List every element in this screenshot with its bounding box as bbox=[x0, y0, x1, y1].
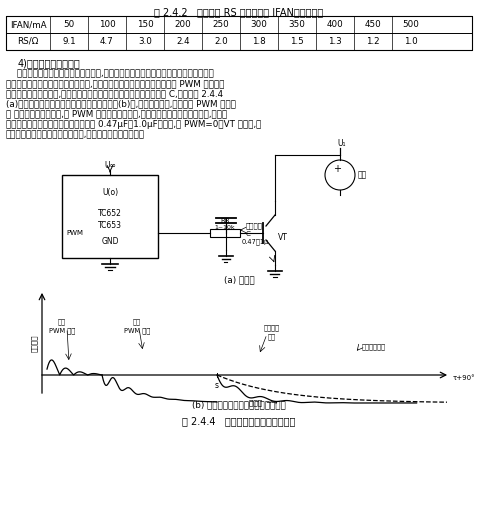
Text: 延迟电容: 延迟电容 bbox=[264, 324, 280, 331]
Text: 400: 400 bbox=[326, 20, 343, 29]
Text: 0.47～1μ: 0.47～1μ bbox=[242, 238, 269, 245]
Text: 4.7: 4.7 bbox=[100, 37, 114, 46]
Text: TC652: TC652 bbox=[98, 209, 122, 217]
Bar bbox=[62, 175, 158, 258]
Circle shape bbox=[325, 160, 355, 190]
Text: +: + bbox=[333, 164, 341, 174]
Text: 加延迟电容后: 加延迟电容后 bbox=[362, 344, 386, 350]
Text: 1.0: 1.0 bbox=[404, 37, 418, 46]
Text: 扇 时所形成的尖峰电压,对 PWM 信号起到平滑作用,使风扇的转动力矩平滑地变化,进而降: 扇 时所形成的尖峰电压,对 PWM 信号起到平滑作用,使风扇的转动力矩平滑地变化… bbox=[6, 110, 227, 119]
Text: U∞: U∞ bbox=[104, 161, 116, 169]
Text: 500: 500 bbox=[402, 20, 419, 29]
Text: U(o): U(o) bbox=[102, 188, 118, 197]
Text: IFAN/mA: IFAN/mA bbox=[10, 20, 46, 29]
Text: PWM: PWM bbox=[66, 230, 83, 236]
Text: 150: 150 bbox=[137, 20, 153, 29]
Text: 图 2.4.4   利用延迟电容抑制风扇噪声: 图 2.4.4 利用延迟电容抑制风扇噪声 bbox=[182, 416, 296, 426]
Text: 2.4: 2.4 bbox=[176, 37, 190, 46]
Text: (a) 电路图: (a) 电路图 bbox=[224, 275, 254, 284]
Text: 转动力矩: 转动力矩 bbox=[31, 334, 37, 352]
Text: 250: 250 bbox=[213, 20, 229, 29]
Text: GND: GND bbox=[101, 237, 119, 247]
Text: 1.5: 1.5 bbox=[290, 37, 304, 46]
Text: 9.1: 9.1 bbox=[62, 37, 76, 46]
Text: TC653: TC653 bbox=[98, 220, 122, 230]
Text: 1.3: 1.3 bbox=[328, 37, 342, 46]
Text: 1.8: 1.8 bbox=[252, 37, 266, 46]
Text: 器能使风扇在低于全速的转速下运行,这有助于减小风扇噪声。对于在调节 PWM 信号的占: 器能使风扇在低于全速的转速下运行,这有助于减小风扇噪声。对于在调节 PWM 信号… bbox=[6, 79, 225, 88]
Text: 当风扇全速运行时所形成的扰动气流,是产生音频噪声的主要原因。采用风扇转速控制: 当风扇全速运行时所形成的扰动气流,是产生音频噪声的主要原因。采用风扇转速控制 bbox=[6, 69, 214, 78]
Text: (a)所示。风扇转动力矩与电角度的关系曲线见(b)图,加延迟电容后,可滤掉在 PWM 开启风: (a)所示。风扇转动力矩与电角度的关系曲线见(b)图,加延迟电容后,可滤掉在 P… bbox=[6, 99, 236, 109]
Text: 200: 200 bbox=[174, 20, 191, 29]
Text: 延迟电容: 延迟电容 bbox=[246, 222, 263, 229]
Text: s: s bbox=[215, 381, 219, 389]
Bar bbox=[210, 229, 240, 237]
Text: 风扇: 风扇 bbox=[133, 318, 141, 324]
Text: 2.0: 2.0 bbox=[214, 37, 228, 46]
Text: 3.0: 3.0 bbox=[138, 37, 152, 46]
Text: 迟电容还能限制反向电动势的升高,对驱动管起到保护作用。: 迟电容还能限制反向电动势的升高,对驱动管起到保护作用。 bbox=[6, 130, 145, 139]
Bar bbox=[6, 16, 472, 50]
Text: 450: 450 bbox=[365, 20, 381, 29]
Text: 风扇: 风扇 bbox=[358, 170, 367, 180]
Text: 风扇: 风扇 bbox=[58, 318, 66, 324]
Text: VT: VT bbox=[278, 233, 288, 243]
Text: 4)减小风扇噪声的方法: 4)减小风扇噪声的方法 bbox=[18, 58, 81, 68]
Text: 300: 300 bbox=[250, 20, 267, 29]
Text: RB: RB bbox=[220, 218, 230, 224]
Text: 350: 350 bbox=[289, 20, 305, 29]
Text: 1~10k: 1~10k bbox=[215, 225, 235, 230]
Text: 空比时所引起音频噪声,可在驱动管的基极与地之间并联一只延迟电容 C,电路如图 2.4.4: 空比时所引起音频噪声,可在驱动管的基极与地之间并联一只延迟电容 C,电路如图 2… bbox=[6, 90, 223, 98]
Text: 电角度  ─→: 电角度 ─→ bbox=[249, 400, 277, 406]
Text: C: C bbox=[246, 231, 251, 237]
Text: (b) 风扇转动力矩与电角度的关系曲线: (b) 风扇转动力矩与电角度的关系曲线 bbox=[192, 400, 286, 409]
Text: PWM 关闭: PWM 关闭 bbox=[49, 327, 75, 334]
Text: 表 2.4.2   检测电阻 RS 与风扇电流 IFAN的对应关系: 表 2.4.2 检测电阻 RS 与风扇电流 IFAN的对应关系 bbox=[154, 7, 324, 17]
Text: 100: 100 bbox=[98, 20, 115, 29]
Text: RS/Ω: RS/Ω bbox=[17, 37, 39, 46]
Text: 低了风扇噪声。延迟电容的容量范围是 0.47μF～1.0μF。此外,当 PWM=0、VT 关断时,延: 低了风扇噪声。延迟电容的容量范围是 0.47μF～1.0μF。此外,当 PWM=… bbox=[6, 120, 261, 129]
Text: τ+90°: τ+90° bbox=[453, 375, 476, 381]
Text: U₁: U₁ bbox=[338, 139, 346, 147]
Text: 50: 50 bbox=[64, 20, 75, 29]
Text: PWM 开启: PWM 开启 bbox=[124, 327, 150, 334]
Text: 1.2: 1.2 bbox=[366, 37, 380, 46]
Text: 未加: 未加 bbox=[268, 333, 276, 339]
